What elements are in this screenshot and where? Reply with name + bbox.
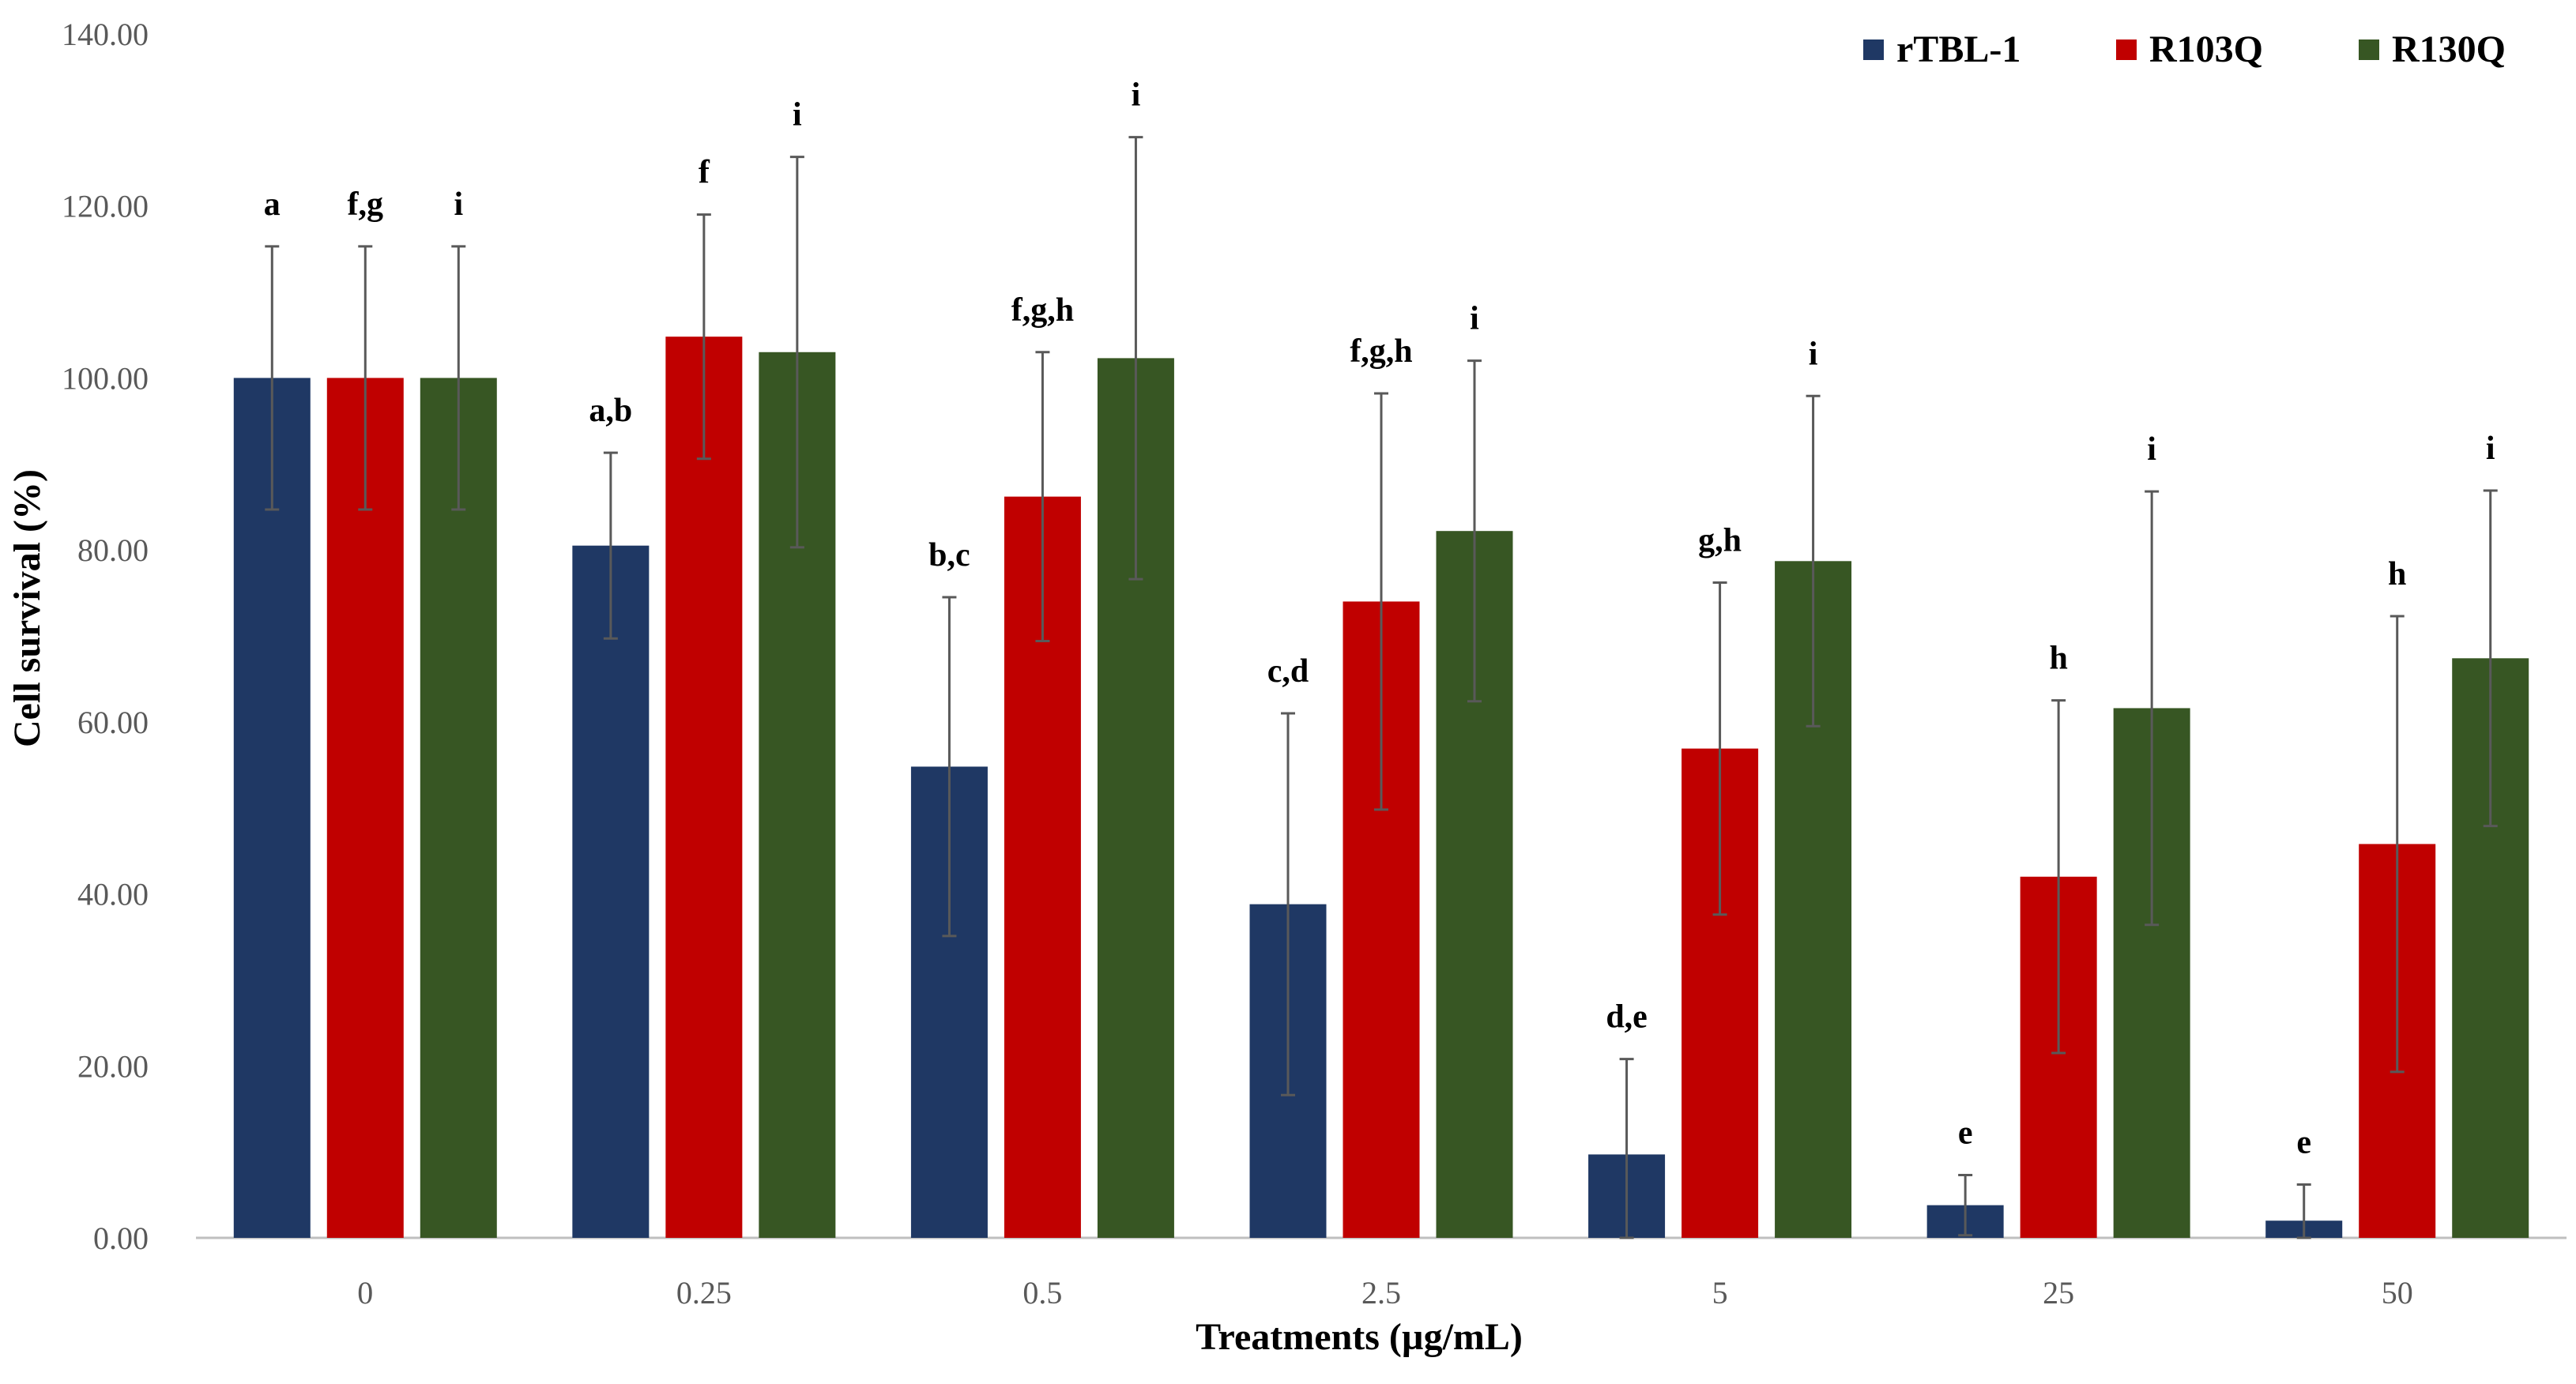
significance-letter: d,e [1606, 999, 1648, 1036]
significance-letter: g,h [1698, 523, 1742, 559]
error-bar-r130q-0 [451, 245, 466, 511]
x-tick-label: 50 [2382, 1275, 2413, 1311]
legend-label: R103Q [2149, 28, 2263, 70]
error-bar-r130q-0.5 [1128, 136, 1143, 581]
bar-r103q-0 [326, 378, 404, 1238]
y-axis-title: Cell survival (%) [6, 469, 48, 747]
error-bar-r103q-25 [2051, 699, 2066, 1055]
significance-letter: f [699, 155, 710, 191]
significance-letter: f,g [348, 186, 384, 223]
error-bar-r103q-2.5 [1374, 392, 1388, 811]
legend-swatch [1863, 39, 1884, 60]
x-axis-title: Treatments (µg/mL) [1196, 1316, 1523, 1358]
x-tick-label: 0 [357, 1275, 373, 1311]
x-axis: 0 0.25 0.5 2.5 5 25 50 [196, 1236, 2567, 1311]
significance-letter: i [454, 186, 463, 223]
x-tick-label: 2.5 [1361, 1275, 1401, 1311]
y-tick-label: 140.00 [62, 17, 149, 52]
x-tick-label: 25 [2043, 1275, 2074, 1311]
y-tick-label: 20.00 [77, 1048, 149, 1084]
significance-letter: f,g,h [1350, 333, 1412, 370]
y-tick-label: 0.00 [93, 1220, 149, 1256]
significance-letter: i [2486, 431, 2495, 467]
error-bar-rtbl-1-0 [265, 245, 280, 511]
error-bar-r130q-0.25 [789, 156, 804, 549]
error-bar-r103q-5 [1712, 581, 1727, 916]
bars [233, 337, 2529, 1239]
y-tick-label: 40.00 [77, 877, 149, 912]
significance-letter: a [264, 186, 281, 223]
x-tick-label: 0.25 [676, 1275, 732, 1311]
significance-letter: b,c [928, 537, 970, 574]
error-bar-rtbl-1-0.25 [603, 451, 618, 640]
legend-swatch [2359, 39, 2379, 60]
significance-letter: h [2049, 641, 2067, 677]
legend: rTBL-1 R103Q R130Q [1863, 28, 2506, 70]
x-tick-label: 0.5 [1022, 1275, 1062, 1311]
y-tick-label: 100.00 [62, 360, 149, 396]
y-tick-label: 120.00 [62, 189, 149, 224]
significance-letter: f,g,h [1011, 292, 1074, 329]
error-bar-r130q-50 [2483, 489, 2498, 828]
legend-swatch [2116, 39, 2137, 60]
bar-r130q-0 [420, 378, 497, 1238]
significance-letter: i [793, 97, 802, 134]
error-bar-r103q-50 [2390, 615, 2405, 1074]
significance-letter: i [1132, 77, 1141, 114]
significance-letter: i [1809, 336, 1818, 372]
bar-r103q-0.25 [665, 337, 743, 1239]
bar-rtbl-1-0.25 [572, 545, 650, 1238]
y-axis: 0.00 20.00 40.00 60.00 80.00 100.00 120.00 140.… [62, 17, 149, 1256]
legend-label: R130Q [2392, 28, 2506, 70]
significance-letter: e [1958, 1115, 1973, 1152]
error-bar-r103q-0.5 [1035, 351, 1050, 643]
y-tick-label: 60.00 [77, 705, 149, 740]
error-bar-rtbl-1-25 [1958, 1174, 1973, 1237]
error-bar-r130q-5 [1806, 394, 1821, 728]
significance-letter: c,d [1267, 653, 1309, 690]
error-bar-rtbl-1-5 [1619, 1058, 1634, 1239]
significance-letter: h [2388, 556, 2406, 592]
error-bar-r130q-2.5 [1467, 359, 1482, 703]
significance-letter: a,b [589, 393, 632, 429]
y-tick-label: 80.00 [77, 532, 149, 568]
legend-label: rTBL-1 [1896, 28, 2021, 70]
significance-letter: i [1470, 301, 1479, 337]
significance-letter: i [2147, 431, 2156, 468]
legend-item-r103q: R103Q [2116, 28, 2263, 70]
significance-letters: a f,g i a,b f i b,c f,g,h i c,d f,g,h i d,e g,h i e h i e h… [264, 77, 2495, 1161]
error-bars [265, 136, 2498, 1239]
x-tick-label: 5 [1712, 1275, 1728, 1311]
significance-letter: e [2296, 1125, 2311, 1161]
legend-item-r130q: R130Q [2359, 28, 2506, 70]
error-bar-rtbl-1-50 [2296, 1183, 2311, 1239]
error-bar-rtbl-1-2.5 [1281, 712, 1295, 1096]
error-bar-r130q-25 [2145, 490, 2160, 927]
error-bar-rtbl-1-0.5 [942, 596, 957, 938]
error-bar-r103q-0.25 [696, 213, 711, 461]
legend-item-rtbl-1: rTBL-1 [1863, 28, 2021, 70]
error-bar-r103q-0 [358, 245, 373, 511]
bar-rtbl-1-0 [233, 378, 311, 1238]
